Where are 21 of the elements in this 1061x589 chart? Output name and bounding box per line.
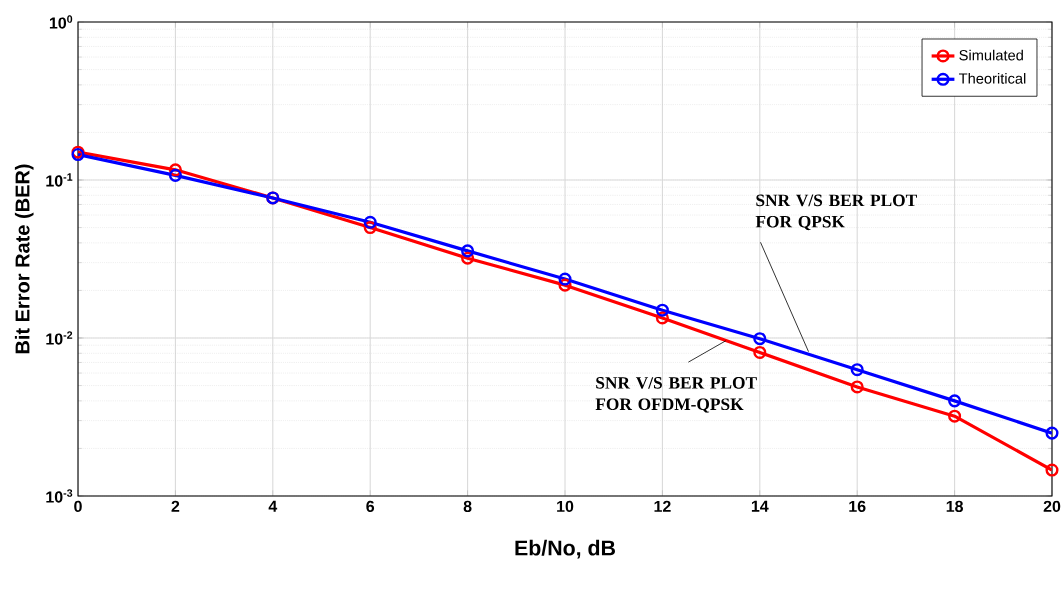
y-tick-label: 10$^{-2}$ xyxy=(46,331,73,345)
annotation: SNR V/S BER PLOT FOR OFDM-QPSK xyxy=(595,377,757,413)
y-tick-label: 10$^{-1}$ xyxy=(46,173,73,187)
x-tick-label: 0 xyxy=(74,500,82,513)
x-tick-label: 12 xyxy=(654,500,671,512)
y-axis-title: Bit Error Rate (BER) xyxy=(14,164,34,354)
legend-label: Simulated xyxy=(959,49,1023,61)
x-tick-label: 18 xyxy=(946,500,963,513)
x-tick-label: 10 xyxy=(557,500,574,513)
x-tick-label: 16 xyxy=(849,500,866,513)
y-tick-label: 10$^{0}$ xyxy=(49,15,73,29)
x-axis-title: Eb/No, dB xyxy=(515,539,615,559)
x-tick-label: 20 xyxy=(1043,500,1061,513)
x-tick-label: 4 xyxy=(268,500,278,512)
x-tick-label: 14 xyxy=(751,500,769,512)
x-tick-label: 8 xyxy=(463,500,472,513)
legend-label: Theoritical xyxy=(959,72,1026,84)
x-tick-label: 2 xyxy=(171,500,180,512)
x-tick-label: 6 xyxy=(366,500,375,513)
annotation: SNR V/S BER PLOT FOR QPSK xyxy=(755,194,917,231)
y-tick-label: 10$^{-3}$ xyxy=(46,489,73,503)
